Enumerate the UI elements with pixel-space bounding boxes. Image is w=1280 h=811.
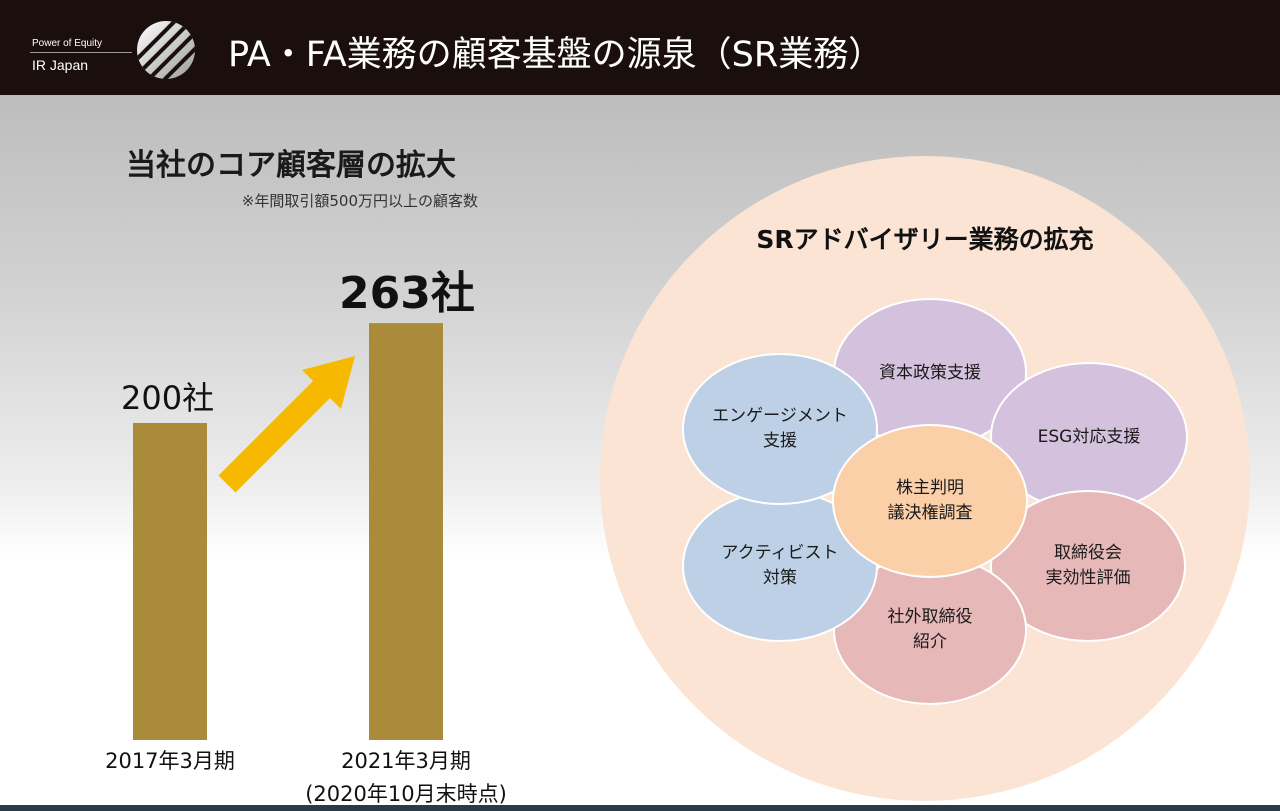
petal-activist-defense-label: アクティビスト 対策 <box>721 543 839 588</box>
center-label: 株主判明 議決権調査 <box>887 478 973 523</box>
logo-icon <box>137 21 195 79</box>
category-label-1: 2017年3月期 <box>105 749 235 773</box>
left-panel-note: ※年間取引額500万円以上の顧客数 <box>241 192 478 210</box>
petal-esg-support-label: ESG対応支援 <box>1037 426 1141 447</box>
bar-value-label-2: 263社 <box>339 268 475 320</box>
petal-board-evaluation-label: 取締役会 実効性評価 <box>1045 543 1131 588</box>
category-note-2: (2020年10月末時点) <box>305 782 507 806</box>
header-bar: Power of Equity IR Japan PA・FA業務の顧客基盤の源泉… <box>0 0 1280 95</box>
bar-chart <box>133 323 443 740</box>
left-panel-title: 当社のコア顧客層の拡大 <box>126 148 456 183</box>
brand-divider <box>30 52 132 53</box>
bottom-strip <box>0 805 1280 811</box>
brand-tagline: Power of Equity <box>32 38 103 49</box>
category-label-2: 2021年3月期 <box>341 749 471 773</box>
bar-1 <box>133 423 207 740</box>
petal-outside-director-label: 社外取締役 紹介 <box>887 607 973 652</box>
bar-2 <box>369 323 443 740</box>
brand-name: IR Japan <box>32 57 89 73</box>
bar-value-label-1: 200社 <box>121 379 215 417</box>
sr-advisory-title: SRアドバイザリー業務の拡充 <box>756 225 1094 254</box>
growth-arrow-icon <box>218 356 355 493</box>
petal-engagement-support-label: エンゲージメント 支援 <box>712 406 848 451</box>
center-shareholder-id: 株主判明 議決権調査 <box>832 424 1028 578</box>
page-title: PA・FA業務の顧客基盤の源泉（SR業務） <box>228 35 884 75</box>
petal-capital-policy-label: 資本政策支援 <box>879 362 981 383</box>
